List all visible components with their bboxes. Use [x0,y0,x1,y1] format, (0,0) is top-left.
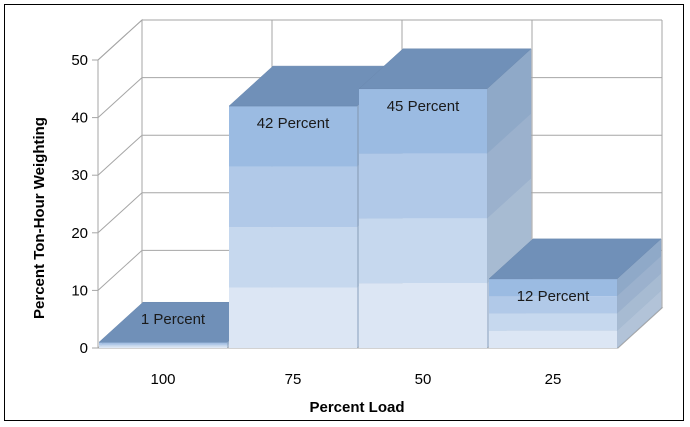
y-tick-label: 40 [71,110,88,127]
bar-front-band [229,166,357,228]
y-tick-label: 50 [71,52,88,69]
bar-side-band [487,48,531,154]
bar-front-band [99,346,227,348]
bar-top [358,48,532,90]
bar-front-band [229,287,357,348]
bar-front-band [489,313,617,331]
bar-side-band [487,178,531,284]
bar: 12 Percent [488,238,662,349]
bar-front-band [359,283,487,348]
left-wall [97,18,143,348]
bar-front-band [99,342,227,344]
gridline [97,19,662,61]
bar-side-band [617,238,661,297]
bars: 1 Percent 42 Percent 45 Percent 12 Percent [98,48,662,349]
bar-front-band [229,227,357,288]
y-tick-label: 0 [80,340,88,357]
y-tick-label: 30 [71,167,88,184]
y-tick-label: 20 [71,225,88,242]
x-tick-label: 50 [415,371,432,388]
bar-front-band [489,296,617,314]
bar-front-band [359,218,487,284]
bar-top [488,238,662,280]
x-tick-label: 25 [545,371,562,388]
bar-front-band [99,343,227,346]
bar-front-band [489,330,617,348]
bar-front-band [99,345,227,347]
bar-front-band [489,278,617,297]
bar-side-band [617,290,661,348]
bar-front-band [359,88,487,154]
x-axis-title: Percent Load [309,399,404,416]
y-axis-ticks: 0 10 20 30 40 50 [71,52,98,357]
x-tick-label: 100 [150,371,175,388]
data-label: 12 Percent [517,288,590,305]
y-tick-label: 10 [71,282,88,299]
bar-side-band [617,273,661,331]
y-axis-title: Percent Ton-Hour Weighting [31,117,48,319]
data-label: 45 Percent [387,98,460,115]
x-tick-label: 75 [285,371,302,388]
bar-front-band [229,106,357,167]
data-label: 42 Percent [257,115,330,132]
bar-front-band [359,153,487,219]
data-label: 1 Percent [141,311,206,328]
bar-side-band [617,256,661,314]
bar-side-band [487,113,531,219]
x-axis-ticks: 100 75 50 25 [150,371,561,388]
